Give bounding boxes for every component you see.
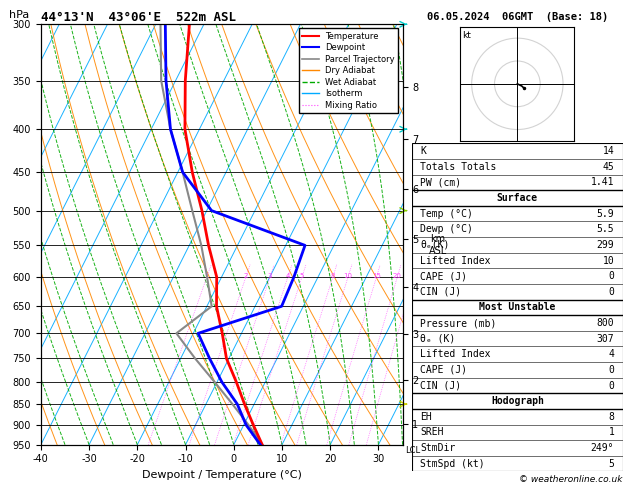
- Text: Most Unstable: Most Unstable: [479, 302, 555, 312]
- Text: θₑ(K): θₑ(K): [420, 240, 450, 250]
- Y-axis label: km
ASL: km ASL: [429, 235, 447, 256]
- Text: Surface: Surface: [497, 193, 538, 203]
- Text: 44°13'N  43°06'E  522m ASL: 44°13'N 43°06'E 522m ASL: [41, 11, 236, 24]
- Text: CAPE (J): CAPE (J): [420, 271, 467, 281]
- Text: kt: kt: [462, 31, 471, 40]
- Text: 10: 10: [343, 273, 352, 279]
- Text: StmDir: StmDir: [420, 443, 455, 453]
- Text: 8: 8: [608, 412, 615, 422]
- Text: 3: 3: [268, 273, 272, 279]
- Text: LCL: LCL: [405, 446, 420, 455]
- Text: 1: 1: [204, 273, 209, 279]
- Text: 800: 800: [597, 318, 615, 328]
- Text: 0: 0: [608, 271, 615, 281]
- Text: SREH: SREH: [420, 427, 444, 437]
- Text: 06.05.2024  06GMT  (Base: 18): 06.05.2024 06GMT (Base: 18): [426, 12, 608, 22]
- X-axis label: Dewpoint / Temperature (°C): Dewpoint / Temperature (°C): [142, 470, 302, 480]
- Text: EH: EH: [420, 412, 432, 422]
- Text: 0: 0: [608, 287, 615, 297]
- Text: 8: 8: [331, 273, 335, 279]
- Text: Dewp (°C): Dewp (°C): [420, 224, 473, 234]
- Text: 14: 14: [603, 146, 615, 156]
- Text: 4: 4: [286, 273, 290, 279]
- Text: StmSpd (kt): StmSpd (kt): [420, 459, 485, 469]
- Text: 5: 5: [300, 273, 304, 279]
- Text: 4: 4: [608, 349, 615, 359]
- Text: 1.41: 1.41: [591, 177, 615, 188]
- Text: Pressure (mb): Pressure (mb): [420, 318, 497, 328]
- Text: 307: 307: [597, 333, 615, 344]
- Text: 5: 5: [608, 459, 615, 469]
- Text: 5.9: 5.9: [597, 208, 615, 219]
- Text: 1: 1: [608, 427, 615, 437]
- Text: 10: 10: [603, 256, 615, 265]
- Text: Lifted Index: Lifted Index: [420, 349, 491, 359]
- Text: CIN (J): CIN (J): [420, 381, 462, 391]
- Text: Hodograph: Hodograph: [491, 396, 544, 406]
- Y-axis label: hPa: hPa: [9, 10, 30, 20]
- Text: 249°: 249°: [591, 443, 615, 453]
- Text: Lifted Index: Lifted Index: [420, 256, 491, 265]
- Text: Totals Totals: Totals Totals: [420, 162, 497, 172]
- Text: 0: 0: [608, 365, 615, 375]
- Text: © weatheronline.co.uk: © weatheronline.co.uk: [519, 474, 623, 484]
- Text: CAPE (J): CAPE (J): [420, 365, 467, 375]
- Text: 0: 0: [608, 381, 615, 391]
- Text: 5.5: 5.5: [597, 224, 615, 234]
- Legend: Temperature, Dewpoint, Parcel Trajectory, Dry Adiabat, Wet Adiabat, Isotherm, Mi: Temperature, Dewpoint, Parcel Trajectory…: [299, 29, 398, 113]
- Text: Temp (°C): Temp (°C): [420, 208, 473, 219]
- Text: 2: 2: [243, 273, 248, 279]
- Text: 299: 299: [597, 240, 615, 250]
- Text: K: K: [420, 146, 426, 156]
- Text: 20: 20: [393, 273, 402, 279]
- Text: 15: 15: [372, 273, 381, 279]
- Text: θₑ (K): θₑ (K): [420, 333, 455, 344]
- Text: PW (cm): PW (cm): [420, 177, 462, 188]
- Text: CIN (J): CIN (J): [420, 287, 462, 297]
- Text: 45: 45: [603, 162, 615, 172]
